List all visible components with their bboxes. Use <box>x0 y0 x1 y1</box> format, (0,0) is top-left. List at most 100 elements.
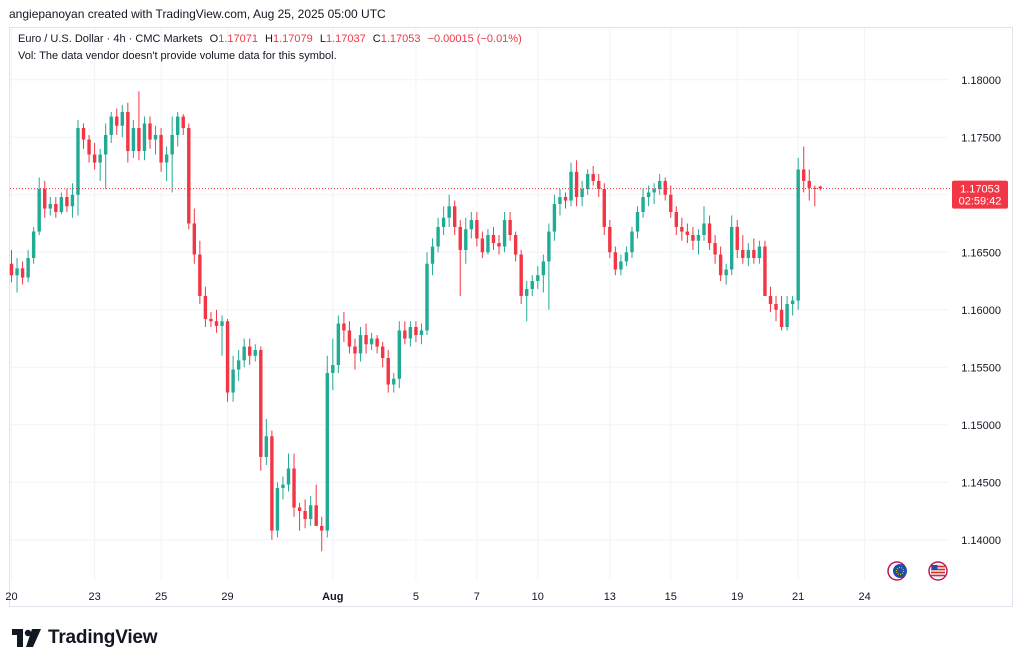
candle-body <box>292 468 296 508</box>
candle-body <box>613 252 618 270</box>
candle-body <box>403 330 407 339</box>
y-tick-label: 1.16500 <box>961 247 1001 259</box>
candle-body <box>9 263 14 276</box>
volume-note: Vol: The data vendor doesn't provide vol… <box>18 50 337 62</box>
candle-body <box>192 223 197 255</box>
candle-body <box>92 154 97 163</box>
candle-body <box>790 300 795 304</box>
candle-body <box>386 358 390 385</box>
x-tick-label: 21 <box>792 591 804 603</box>
candle-body <box>203 295 208 319</box>
candle-body <box>530 281 534 290</box>
candle-body <box>641 197 645 212</box>
candle-body <box>513 235 518 255</box>
candle-body <box>646 192 651 198</box>
candle-body <box>81 128 86 140</box>
candle-body <box>59 197 64 212</box>
x-tick-label: 15 <box>665 591 677 603</box>
candle-body <box>320 525 324 531</box>
candle-body <box>436 226 440 247</box>
y-tick-label: 1.16000 <box>961 305 1001 317</box>
close-label: C <box>372 33 381 45</box>
candle-body <box>469 220 474 230</box>
change-value: −0.00015 (−0.01%) <box>427 33 522 45</box>
candle-body <box>525 289 529 296</box>
candle-body <box>713 243 717 255</box>
candle-body <box>65 197 69 207</box>
candle-body <box>447 206 451 218</box>
us-flag-canton <box>931 565 938 570</box>
candle-body <box>336 323 341 365</box>
candle-body <box>574 171 579 198</box>
last-price-tag <box>952 180 1008 209</box>
candle-body <box>414 327 418 336</box>
tradingview-logo-text: TradingView <box>48 627 158 648</box>
candle-body <box>159 134 163 163</box>
candle-body <box>297 507 302 511</box>
candle-body <box>214 321 219 326</box>
candle-body <box>419 330 424 336</box>
open-value: 1.17071 <box>218 33 258 45</box>
candle-body <box>137 128 141 152</box>
candle-body <box>458 226 462 250</box>
candle-body <box>669 194 673 212</box>
candle-body <box>220 321 224 326</box>
candle-body <box>259 350 263 457</box>
candle-body <box>369 338 374 345</box>
last-price-countdown: 02:59:42 <box>959 196 1002 208</box>
close-value: 1.17053 <box>380 33 421 45</box>
candle-body <box>552 203 557 232</box>
candle-body <box>364 335 368 345</box>
candle-body <box>691 235 695 241</box>
candle-body <box>353 346 357 354</box>
candle-body <box>281 484 285 488</box>
x-tick-label: 5 <box>413 591 419 603</box>
candle-body <box>76 128 80 195</box>
candle-body <box>126 111 130 152</box>
x-tick-label: 13 <box>604 591 616 603</box>
candle-body <box>602 189 606 227</box>
eu-flag-icon <box>893 564 907 578</box>
candle-body <box>475 220 479 239</box>
tradingview-logo-icon <box>12 629 41 647</box>
symbol-description: Euro / U.S. Dollar · 4h · CMC Markets <box>18 33 203 45</box>
tradingview-logo[interactable]: TradingView <box>12 626 158 650</box>
candle-body <box>807 180 811 188</box>
candle-body <box>630 231 634 253</box>
candle-body <box>164 154 169 163</box>
y-tick-label: 1.17500 <box>961 132 1001 144</box>
open-label: O <box>209 33 219 45</box>
candle-body <box>536 275 540 281</box>
low-value: 1.17037 <box>325 33 366 45</box>
candle-body <box>248 346 252 356</box>
candle-body <box>375 338 379 347</box>
candle-body <box>176 116 180 135</box>
candle-body <box>757 246 762 258</box>
candle-body <box>702 223 706 235</box>
candle-body <box>314 505 318 526</box>
candle-body <box>491 235 496 244</box>
candle-body <box>253 350 257 356</box>
candle-body <box>87 139 91 155</box>
candle-body <box>26 258 30 278</box>
candle-body <box>502 220 507 247</box>
candle-body <box>608 226 612 253</box>
candle-body <box>685 231 690 235</box>
candle-body <box>657 180 662 189</box>
candle-body <box>785 304 789 327</box>
candle-body <box>181 116 185 129</box>
candle-body <box>131 128 136 152</box>
candle-body <box>585 174 590 189</box>
low-label: L <box>319 33 326 45</box>
candle-body <box>31 231 36 258</box>
candle-body <box>308 505 313 520</box>
candle-body <box>597 180 601 189</box>
x-tick-label: 24 <box>859 591 871 603</box>
candle-body <box>674 212 678 227</box>
candle-body <box>425 263 429 331</box>
chart-frame <box>9 27 1013 607</box>
x-tick-label: 7 <box>474 591 480 603</box>
last-price-value: 1.17053 <box>960 184 1000 196</box>
x-tick-label: 19 <box>731 591 743 603</box>
